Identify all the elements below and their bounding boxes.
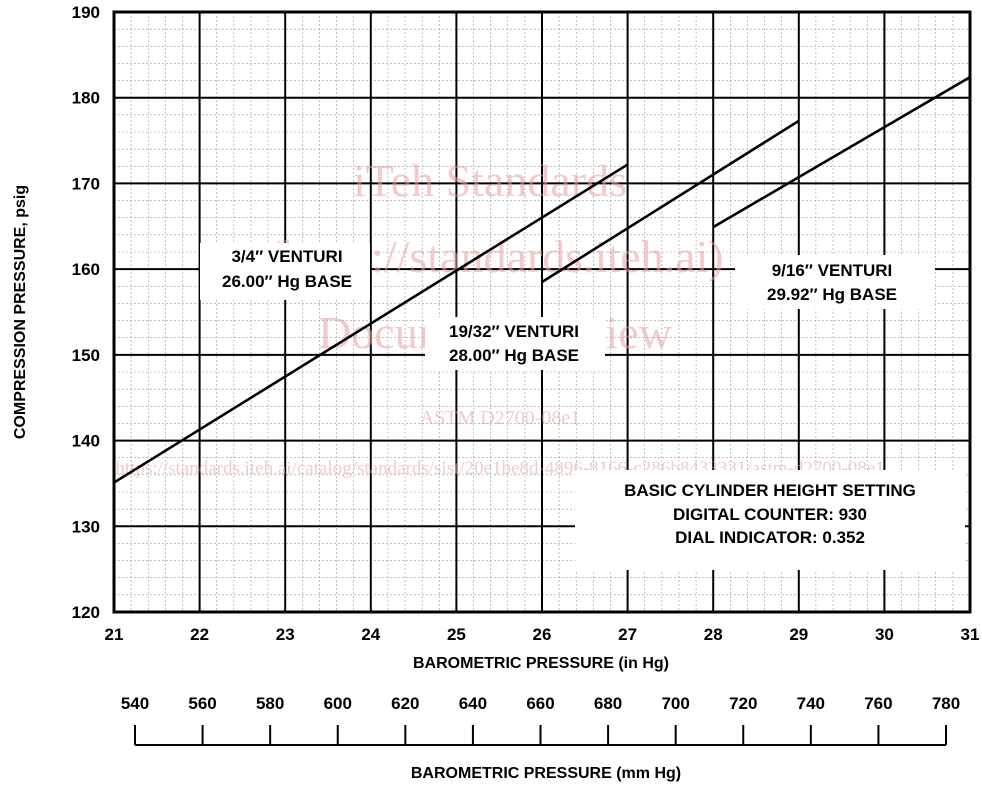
secondary-tick-label: 580 (256, 694, 284, 713)
secondary-tick-label: 560 (188, 694, 216, 713)
series-lines (113, 76, 971, 484)
series-label: 28.00″ Hg BASE (449, 346, 579, 365)
x-tick-label: 26 (533, 625, 552, 644)
x-tick-label: 25 (447, 625, 466, 644)
y-tick-label: 120 (72, 603, 100, 622)
series-label: 9/16″ VENTURI (772, 261, 893, 280)
series-label: 19/32″ VENTURI (449, 322, 579, 341)
y-tick-label: 130 (72, 517, 100, 536)
secondary-tick-label: 780 (932, 694, 960, 713)
secondary-tick-label: 540 (121, 694, 149, 713)
y-tick-label: 180 (72, 89, 100, 108)
x-tick-label: 27 (618, 625, 637, 644)
series-label: 29.92″ Hg BASE (767, 285, 897, 304)
x-axis-label: BAROMETRIC PRESSURE (in Hg) (413, 655, 669, 672)
y-tick-label: 170 (72, 174, 100, 193)
x-tick-labels: 21 22 23 24 25 26 27 28 29 30 31 (105, 625, 980, 644)
x-tick-label: 28 (704, 625, 723, 644)
secondary-tick-label: 660 (526, 694, 554, 713)
secondary-axis: 540 560 580 600 620 640 660 680 700 720 740 760 780 (121, 694, 960, 746)
y-tick-labels: 120 130 140 150 160 170 180 190 (72, 3, 100, 622)
series-label-background (735, 255, 935, 309)
secondary-tick-label: 720 (729, 694, 757, 713)
secondary-tick-label: 760 (864, 694, 892, 713)
series-label-background (200, 243, 370, 300)
watermark-text: iTeh Standards (353, 155, 627, 206)
x-tick-label: 22 (190, 625, 209, 644)
series-line-1 (113, 163, 629, 484)
x-tick-label: 29 (789, 625, 808, 644)
x-tick-label: 23 (276, 625, 295, 644)
y-axis-label: COMPRESSION PRESSURE, psig (12, 185, 29, 439)
annotation-text: DIAL INDICATOR: 0.352 (675, 528, 865, 547)
secondary-tick-label: 700 (661, 694, 689, 713)
series-label: 3/4″ VENTURI (231, 247, 342, 266)
secondary-tick-label: 680 (594, 694, 622, 713)
series-label-background (425, 317, 605, 370)
y-tick-label: 150 (72, 346, 100, 365)
secondary-tick-label: 640 (459, 694, 487, 713)
annotation-text: BASIC CYLINDER HEIGHT SETTING (624, 481, 916, 500)
secondary-tick-label: 620 (391, 694, 419, 713)
x-tick-label: 31 (961, 625, 980, 644)
series-label: 26.00″ Hg BASE (222, 272, 352, 291)
secondary-tick-label: 600 (324, 694, 352, 713)
series-line-3 (712, 76, 971, 229)
x-tick-label: 24 (361, 625, 380, 644)
annotation-background (575, 470, 965, 570)
series-line-2 (541, 119, 800, 284)
annotation-text: DIGITAL COUNTER: 930 (673, 505, 867, 524)
series-labels: 3/4″ VENTURI 26.00″ Hg BASE 19/32″ VENTURI… (222, 247, 897, 365)
annotation-box: BASIC CYLINDER HEIGHT SETTING DIGITAL COU… (575, 470, 965, 570)
x-tick-label: 21 (105, 625, 124, 644)
y-tick-label: 160 (72, 260, 100, 279)
x-tick-label: 30 (875, 625, 894, 644)
plot-frame (112, 10, 972, 614)
y-tick-label: 190 (72, 3, 100, 22)
plot-border (112, 10, 972, 614)
y-tick-label: 140 (72, 432, 100, 451)
secondary-axis-label: BAROMETRIC PRESSURE (mm Hg) (411, 765, 681, 782)
secondary-tick-label: 740 (797, 694, 825, 713)
watermark-text: ASTM D2700-08e1 (420, 407, 581, 429)
